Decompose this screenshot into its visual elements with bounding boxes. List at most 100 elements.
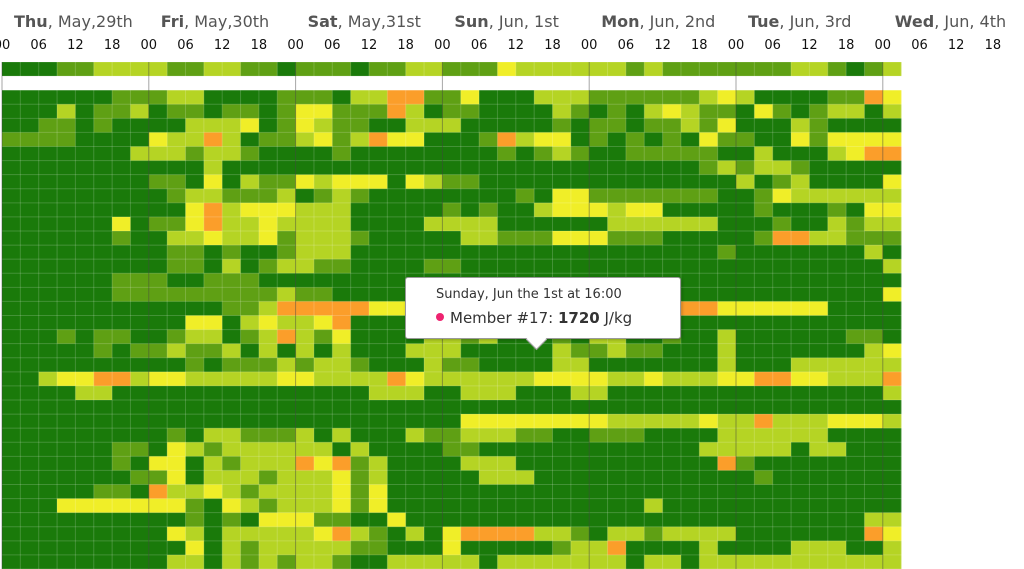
heatmap-cell[interactable] bbox=[369, 160, 388, 175]
heatmap-cell[interactable] bbox=[222, 104, 241, 119]
heatmap-cell[interactable] bbox=[644, 470, 663, 485]
heatmap-cell[interactable] bbox=[625, 498, 645, 513]
heatmap-cell[interactable] bbox=[75, 371, 95, 387]
heatmap-cell[interactable] bbox=[75, 273, 95, 288]
heatmap-cell[interactable] bbox=[589, 343, 608, 359]
heatmap-cell[interactable] bbox=[203, 540, 223, 556]
heatmap-cell[interactable] bbox=[387, 512, 406, 528]
heatmap-cell[interactable] bbox=[38, 76, 58, 91]
heatmap-cell[interactable] bbox=[295, 216, 315, 232]
heatmap-cell[interactable] bbox=[350, 385, 370, 401]
heatmap-cell[interactable] bbox=[185, 554, 205, 569]
heatmap-cell[interactable] bbox=[332, 428, 351, 443]
heatmap-cell[interactable] bbox=[57, 498, 76, 513]
heatmap-cell[interactable] bbox=[534, 259, 553, 274]
heatmap-cell[interactable] bbox=[277, 202, 296, 218]
heatmap-cell[interactable] bbox=[846, 456, 865, 471]
heatmap-cell[interactable] bbox=[167, 385, 186, 401]
heatmap-cell[interactable] bbox=[148, 174, 168, 190]
heatmap-cell[interactable] bbox=[589, 357, 608, 373]
heatmap-cell[interactable] bbox=[93, 428, 113, 443]
heatmap-cell[interactable] bbox=[112, 343, 131, 359]
heatmap-cell[interactable] bbox=[699, 216, 718, 232]
heatmap-cell[interactable] bbox=[864, 174, 884, 190]
heatmap-cell[interactable] bbox=[552, 484, 572, 499]
heatmap-cell[interactable] bbox=[405, 357, 425, 373]
heatmap-cell[interactable] bbox=[625, 118, 645, 133]
heatmap-cell[interactable] bbox=[112, 385, 131, 401]
heatmap-cell[interactable] bbox=[552, 498, 572, 513]
heatmap-cell[interactable] bbox=[680, 216, 700, 232]
heatmap-cell[interactable] bbox=[479, 62, 498, 77]
heatmap-cell[interactable] bbox=[607, 132, 627, 147]
heatmap-cell[interactable] bbox=[258, 428, 278, 443]
heatmap-cell[interactable] bbox=[277, 470, 296, 485]
heatmap-cell[interactable] bbox=[809, 554, 829, 569]
heatmap-cell[interactable] bbox=[38, 231, 58, 246]
heatmap-cell[interactable] bbox=[460, 554, 480, 569]
heatmap-cell[interactable] bbox=[864, 512, 884, 528]
heatmap-cell[interactable] bbox=[882, 343, 902, 359]
heatmap-cell[interactable] bbox=[203, 414, 223, 429]
heatmap-cell[interactable] bbox=[717, 357, 737, 373]
heatmap-cell[interactable] bbox=[644, 76, 663, 91]
heatmap-cell[interactable] bbox=[57, 118, 76, 133]
heatmap-cell[interactable] bbox=[662, 76, 682, 91]
heatmap-cell[interactable] bbox=[534, 174, 553, 190]
heatmap-cell[interactable] bbox=[148, 62, 168, 77]
heatmap-cell[interactable] bbox=[625, 174, 645, 190]
heatmap-cell[interactable] bbox=[167, 216, 186, 232]
heatmap-cell[interactable] bbox=[313, 160, 333, 175]
heatmap-cell[interactable] bbox=[772, 343, 792, 359]
heatmap-cell[interactable] bbox=[75, 76, 95, 91]
heatmap-cell[interactable] bbox=[57, 146, 76, 161]
heatmap-cell[interactable] bbox=[350, 456, 370, 471]
heatmap-cell[interactable] bbox=[479, 357, 498, 373]
heatmap-cell[interactable] bbox=[827, 216, 847, 232]
heatmap-cell[interactable] bbox=[534, 554, 553, 569]
heatmap-cell[interactable] bbox=[167, 456, 186, 471]
heatmap-cell[interactable] bbox=[185, 174, 205, 190]
heatmap-cell[interactable] bbox=[20, 202, 39, 218]
heatmap-cell[interactable] bbox=[827, 554, 847, 569]
heatmap-cell[interactable] bbox=[93, 146, 113, 161]
heatmap-cell[interactable] bbox=[112, 301, 131, 316]
heatmap-cell[interactable] bbox=[736, 329, 755, 344]
heatmap-cell[interactable] bbox=[827, 160, 847, 175]
heatmap-cell[interactable] bbox=[662, 62, 682, 77]
heatmap-cell[interactable] bbox=[222, 216, 241, 232]
heatmap-cell[interactable] bbox=[809, 76, 829, 91]
heatmap-cell[interactable] bbox=[791, 526, 810, 542]
heatmap-cell[interactable] bbox=[846, 160, 865, 175]
heatmap-cell[interactable] bbox=[882, 245, 902, 260]
heatmap-cell[interactable] bbox=[497, 90, 517, 105]
heatmap-cell[interactable] bbox=[258, 118, 278, 133]
heatmap-cell[interactable] bbox=[222, 442, 241, 457]
heatmap-cell[interactable] bbox=[699, 146, 718, 161]
heatmap-cell[interactable] bbox=[699, 62, 718, 77]
heatmap-cell[interactable] bbox=[772, 118, 792, 133]
heatmap-cell[interactable] bbox=[772, 160, 792, 175]
heatmap-cell[interactable] bbox=[442, 245, 462, 260]
heatmap-cell[interactable] bbox=[203, 498, 223, 513]
heatmap-cell[interactable] bbox=[130, 484, 150, 499]
heatmap-cell[interactable] bbox=[405, 428, 425, 443]
heatmap-cell[interactable] bbox=[387, 216, 406, 232]
heatmap-cell[interactable] bbox=[258, 329, 278, 344]
heatmap-cell[interactable] bbox=[479, 512, 498, 528]
heatmap-cell[interactable] bbox=[75, 540, 95, 556]
heatmap-cell[interactable] bbox=[497, 132, 517, 147]
heatmap-cell[interactable] bbox=[570, 554, 590, 569]
heatmap-cell[interactable] bbox=[57, 259, 76, 274]
heatmap-cell[interactable] bbox=[112, 245, 131, 260]
heatmap-cell[interactable] bbox=[203, 174, 223, 190]
heatmap-cell[interactable] bbox=[791, 160, 810, 175]
heatmap-cell[interactable] bbox=[589, 442, 608, 457]
heatmap-cell[interactable] bbox=[2, 470, 21, 485]
heatmap-cell[interactable] bbox=[607, 160, 627, 175]
heatmap-cell[interactable] bbox=[38, 245, 58, 260]
heatmap-cell[interactable] bbox=[699, 245, 718, 260]
heatmap-cell[interactable] bbox=[736, 371, 755, 387]
heatmap-cell[interactable] bbox=[534, 188, 553, 204]
heatmap-cell[interactable] bbox=[93, 498, 113, 513]
